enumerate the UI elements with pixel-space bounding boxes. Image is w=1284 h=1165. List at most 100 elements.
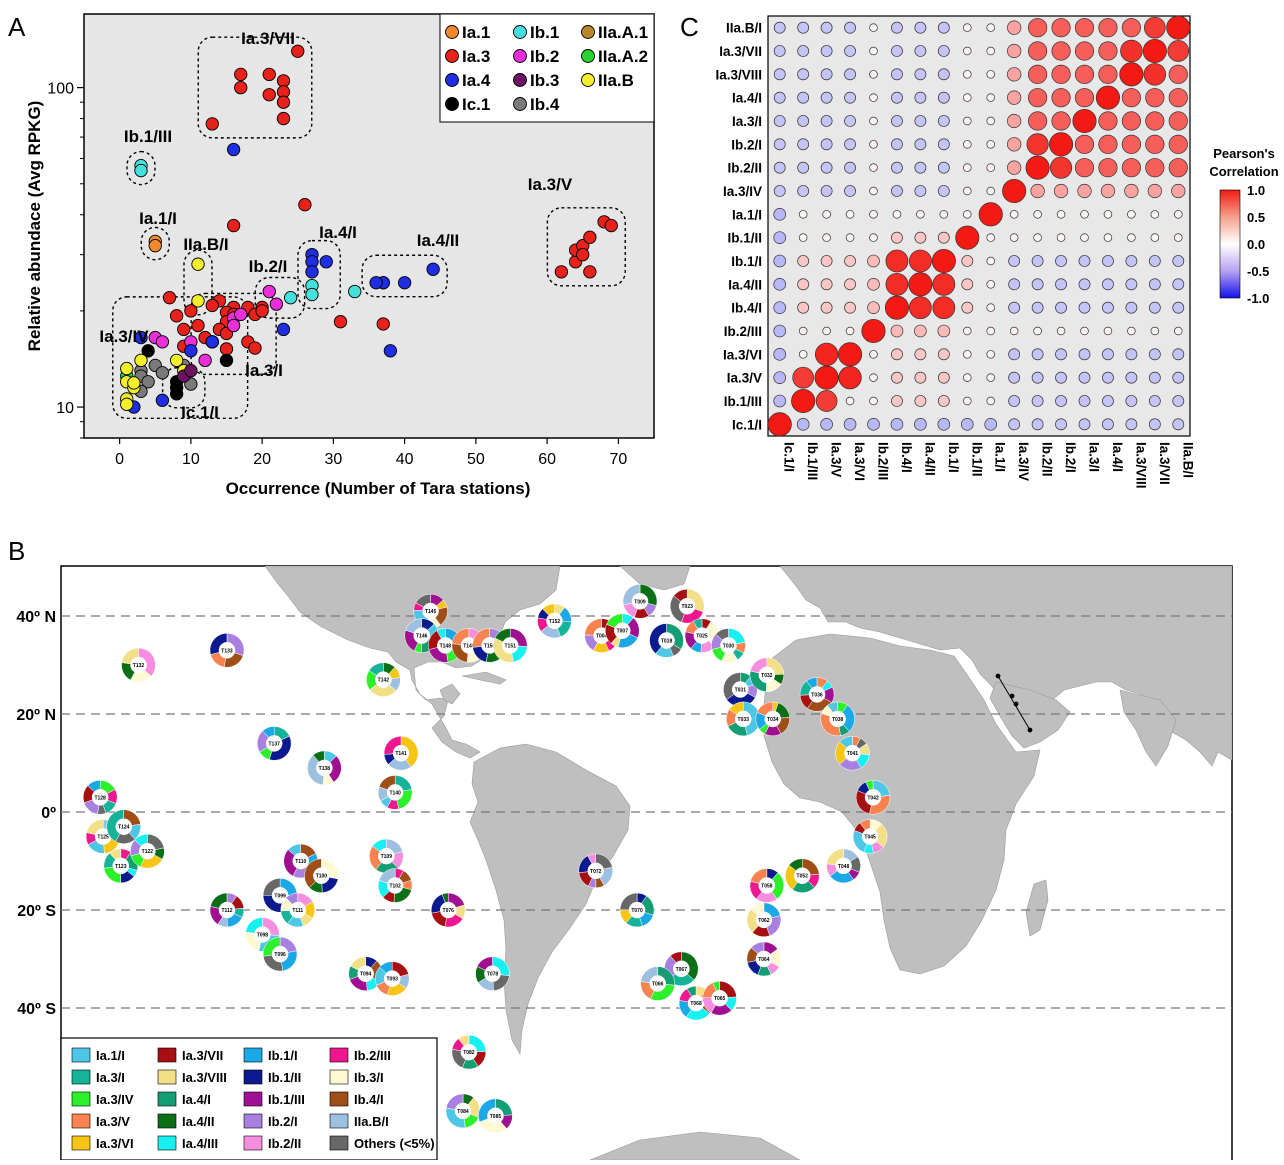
station-label: T018 xyxy=(661,639,673,645)
correlation-cell xyxy=(773,138,786,151)
map-legend-label: Others (<5%) xyxy=(354,1136,435,1151)
correlation-cell xyxy=(1150,233,1160,242)
correlation-cell xyxy=(820,161,833,174)
correlation-cell xyxy=(797,161,810,174)
correlation-cell xyxy=(1148,371,1161,384)
donut-hole xyxy=(732,681,749,698)
station-label: T150 xyxy=(484,643,496,649)
donut-hole xyxy=(266,735,283,752)
correlation-cell xyxy=(916,210,925,219)
scatter-point xyxy=(397,276,412,290)
correlation-cell xyxy=(815,390,838,412)
station-label: T025 xyxy=(696,634,708,640)
correlation-cell xyxy=(1078,255,1091,267)
station-label: T123 xyxy=(115,864,127,870)
correlation-cell xyxy=(963,373,972,382)
map-legend-swatch xyxy=(71,1047,91,1063)
map-legend-label: Ia.3/VIII xyxy=(182,1070,227,1085)
correlation-cell xyxy=(937,45,950,57)
column-label: Ia.1/I xyxy=(993,442,1008,472)
map-legend-label: Ia.3/VI xyxy=(96,1136,134,1151)
correlation-cell xyxy=(869,140,878,149)
correlation-cell xyxy=(1072,108,1097,134)
legend-label: Ia.4 xyxy=(462,71,491,90)
station-donut: T045 xyxy=(852,819,888,854)
donut-hole xyxy=(587,862,604,879)
station-label: T058 xyxy=(761,884,773,890)
legend-label: Ib.3 xyxy=(530,71,559,90)
correlation-cell xyxy=(869,396,878,406)
correlation-cell xyxy=(963,396,972,406)
correlation-cell xyxy=(1028,111,1048,131)
correlation-cell xyxy=(1074,134,1095,154)
station-donut: T076 xyxy=(431,892,466,928)
correlation-cell xyxy=(1077,183,1092,199)
correlation-cell xyxy=(914,348,927,361)
correlation-cell xyxy=(1025,155,1050,180)
correlation-cell xyxy=(963,140,972,149)
correlation-cell xyxy=(1008,255,1021,267)
station-label: T148 xyxy=(440,643,452,649)
legend-marker xyxy=(445,73,459,87)
correlation-cell xyxy=(1098,18,1118,38)
correlation-cell xyxy=(908,272,933,297)
scatter-point xyxy=(205,335,219,349)
scatter-point xyxy=(369,276,383,290)
donut-hole xyxy=(289,902,306,918)
scatter-point xyxy=(191,257,205,271)
correlation-cell xyxy=(1171,183,1186,199)
legend-marker xyxy=(513,25,527,39)
station-donut: T140 xyxy=(377,775,413,810)
donut-hole xyxy=(219,642,235,659)
scatter-point xyxy=(205,117,219,131)
correlation-cell xyxy=(797,115,810,127)
map-legend-label: Ib.2/I xyxy=(268,1114,298,1129)
antarctica-land xyxy=(589,1131,801,1160)
correlation-cell xyxy=(892,210,902,219)
correlation-cell xyxy=(797,21,810,34)
station-donut: T032 xyxy=(749,657,785,693)
scatter-point xyxy=(155,393,170,407)
donut-hole xyxy=(679,598,696,615)
correlation-cell xyxy=(845,396,855,406)
correlation-cell xyxy=(844,91,856,104)
correlation-cell xyxy=(963,186,972,196)
donut-hole xyxy=(658,632,675,649)
correlation-cell xyxy=(1074,64,1095,84)
scatter-points xyxy=(120,44,618,414)
correlation-cell xyxy=(1125,395,1138,407)
y-tick-label: 10 xyxy=(56,400,74,417)
scatter-point xyxy=(291,44,305,58)
donut-hole xyxy=(720,637,737,654)
correlation-cell xyxy=(1121,134,1141,154)
donut-hole xyxy=(758,666,775,683)
correlation-cell xyxy=(914,68,927,81)
correlation-cell xyxy=(1148,278,1161,291)
scatter-point xyxy=(155,366,170,380)
correlation-cell xyxy=(773,91,786,104)
station-donut: T112 xyxy=(209,892,245,928)
station-donut: T066 xyxy=(640,966,675,1001)
donut-slice xyxy=(405,618,422,634)
donut-slice xyxy=(445,1093,464,1110)
donut-hole xyxy=(502,637,519,654)
correlation-cell xyxy=(1168,64,1188,84)
scatter-point xyxy=(141,344,155,358)
correlation-cell xyxy=(1148,418,1161,431)
correlation-cell xyxy=(986,70,995,79)
x-axis-ticks: 0 10 20 30 40 50 60 70 xyxy=(115,438,627,468)
correlation-cell xyxy=(914,231,927,244)
cluster-label: Ia.3/I xyxy=(245,361,283,380)
scatter-point xyxy=(269,297,284,311)
station-donut: T067 xyxy=(664,951,699,986)
donut-hole xyxy=(764,710,781,727)
correlation-cell xyxy=(1080,210,1089,219)
scatter-point xyxy=(198,353,212,368)
station-label: T112 xyxy=(221,908,232,914)
column-label: Ib.1/III xyxy=(805,442,820,480)
correlation-cell xyxy=(1031,418,1044,431)
correlation-cell xyxy=(890,418,904,431)
scatter-point xyxy=(583,265,597,279)
station-donut: T137 xyxy=(256,726,292,761)
